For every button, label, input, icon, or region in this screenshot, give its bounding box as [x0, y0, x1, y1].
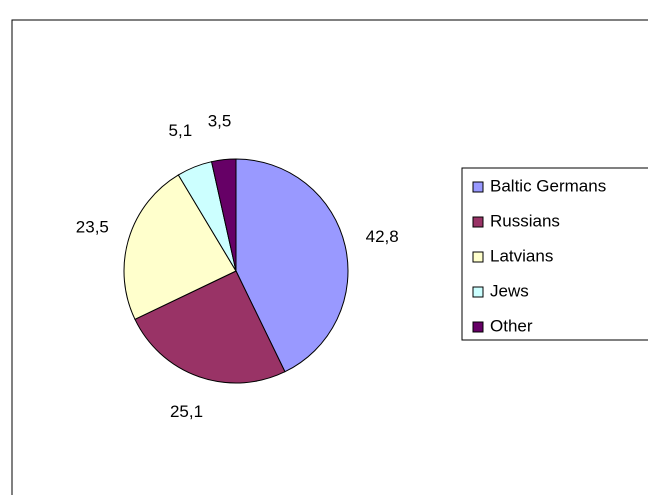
legend-swatch — [472, 321, 484, 333]
data-label: 42,8 — [366, 227, 399, 246]
legend-swatch — [472, 251, 484, 263]
legend-swatch — [472, 181, 484, 193]
pie-slice — [123, 174, 237, 320]
pie-slice — [210, 158, 237, 272]
data-label: 3,5 — [208, 111, 232, 130]
legend-label: Russians — [490, 211, 560, 230]
legend-swatch — [472, 286, 484, 298]
legend-swatch — [472, 216, 484, 228]
legend-label: Other — [490, 316, 533, 335]
pie-slice — [134, 270, 286, 384]
data-label: 25,1 — [170, 402, 203, 421]
legend-label: Baltic Germans — [490, 176, 606, 195]
legend-label: Jews — [490, 281, 529, 300]
data-label: 5,1 — [169, 121, 193, 140]
data-label: 23,5 — [76, 217, 109, 236]
legend-box — [461, 167, 648, 341]
pie-slice — [235, 158, 349, 373]
legend-label: Latvians — [490, 246, 553, 265]
